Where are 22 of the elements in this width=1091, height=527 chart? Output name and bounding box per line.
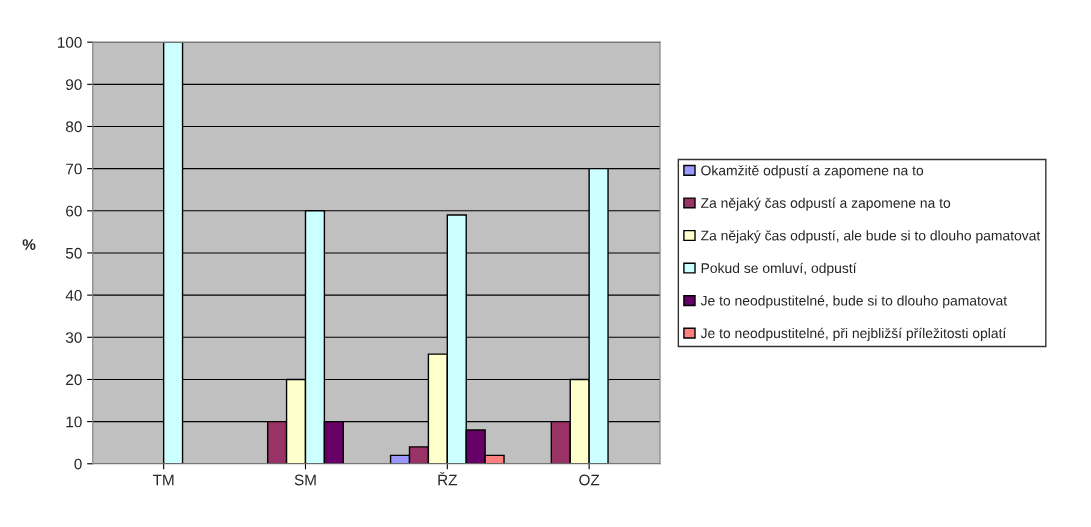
legend-label: Okamžitě odpustí a zapomene na to xyxy=(701,165,924,179)
legend-label: Pokud se omluví, odpustí xyxy=(701,262,857,276)
y-axis-title: % xyxy=(22,239,36,250)
y-tick-label: 20 xyxy=(66,374,82,386)
legend-label: Za nějaký čas odpustí, ale bude si to dlouho pamatovat xyxy=(701,230,1041,244)
y-tick-label: 50 xyxy=(65,247,82,259)
legend-label: Je to neodpustitelné, bude si to dlouho pamatovat xyxy=(700,295,1008,309)
y-tick-label: 90 xyxy=(66,79,82,91)
x-tick-label: SM xyxy=(294,474,316,486)
y-tick-label: 100 xyxy=(58,37,82,48)
x-tick-label: ŘZ xyxy=(438,471,458,486)
y-tick-label: 40 xyxy=(65,289,82,301)
y-tick-label: 0 xyxy=(74,458,82,470)
y-tick-label: 80 xyxy=(65,121,82,133)
y-tick-label: 30 xyxy=(65,332,82,343)
y-tick-label: 60 xyxy=(66,205,82,217)
x-tick-label: TM xyxy=(152,474,174,486)
legend-label: Za nějaký čas odpustí a zapomene na to xyxy=(701,197,951,211)
y-tick-label: 10 xyxy=(66,416,82,428)
y-tick-label: 70 xyxy=(66,163,82,175)
x-tick-label: OZ xyxy=(579,474,600,486)
legend-label: Je to neodpustitelné, při nejbližší příležitosti oplatí xyxy=(700,327,1007,341)
